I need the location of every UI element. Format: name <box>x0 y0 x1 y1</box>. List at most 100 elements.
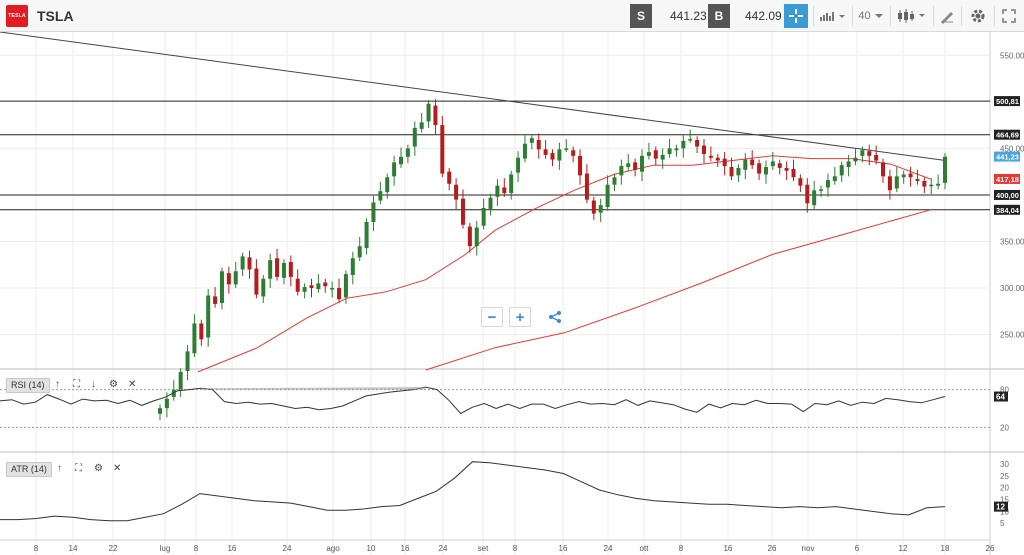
candle-body <box>736 167 741 176</box>
zoom-out-button[interactable]: − <box>481 307 503 327</box>
candle-body <box>640 155 645 172</box>
candle-body <box>529 138 534 143</box>
toolbar-separator <box>890 6 891 26</box>
candle-body <box>364 221 369 249</box>
interval-dropdown[interactable]: 40 <box>856 4 886 28</box>
candle-body <box>874 154 879 161</box>
time-axis-tick: 16 <box>559 544 568 553</box>
moving-average-fast <box>197 155 931 373</box>
toolbar-separator <box>852 6 853 26</box>
time-axis-tick: nov <box>802 544 815 553</box>
candle-body <box>619 166 624 176</box>
time-axis-tick: 24 <box>439 544 448 553</box>
time-axis-tick: lug <box>160 544 171 553</box>
candle-body <box>240 256 245 270</box>
price-axis-tick: 450.00 <box>1000 144 1024 153</box>
rsi-axis-tick: 80 <box>1000 386 1009 395</box>
candle-body <box>454 184 459 200</box>
candle-body <box>763 167 768 175</box>
rsi-panel: 80 20 64 <box>0 386 1009 432</box>
time-axis-tick: 8 <box>513 544 518 553</box>
time-axis-tick: 8 <box>194 544 199 553</box>
gear-icon[interactable]: ⚙ <box>94 463 103 474</box>
candle-body <box>213 296 218 304</box>
move-up-icon[interactable]: ↑ <box>57 463 62 474</box>
candle-body <box>543 149 548 155</box>
toolbar-separator <box>961 6 962 26</box>
resistance-trendline <box>0 32 946 161</box>
rsi-axis-tick: 20 <box>1000 423 1009 432</box>
candle-body <box>929 184 934 187</box>
candle-body <box>612 177 617 185</box>
candle-body <box>281 262 286 278</box>
price-label-bg <box>994 173 1020 184</box>
time-axis-tick: 6 <box>855 544 860 553</box>
candle-body <box>598 205 603 213</box>
candle-body <box>447 171 452 184</box>
candle-body <box>798 178 803 186</box>
candle-body <box>887 176 892 191</box>
close-icon[interactable]: ✕ <box>128 379 137 390</box>
rsi-value-bg <box>994 391 1008 402</box>
draw-tool-button[interactable] <box>937 4 957 28</box>
chart-type-button[interactable] <box>818 4 848 28</box>
rsi-line <box>0 386 946 415</box>
close-icon[interactable]: ✕ <box>113 463 122 474</box>
candle-body <box>667 148 672 154</box>
rsi-last-value: 64 <box>996 393 1005 402</box>
candle-body <box>226 273 231 285</box>
expand-icon[interactable]: ⛶ <box>73 379 80 390</box>
rsi-overbought-fill <box>200 387 426 390</box>
candle-body <box>881 162 886 177</box>
candle-body <box>943 156 947 183</box>
price-axis: 550.00 450.00 350.00 300.00 250.00 500,81 464,… <box>994 51 1024 340</box>
line-chart-type-icon <box>820 12 845 21</box>
candle-body <box>268 260 273 279</box>
time-axis-tick: ago <box>326 544 340 553</box>
candle-body <box>701 145 706 154</box>
move-up-icon[interactable]: ↑ <box>55 379 60 390</box>
candle-body <box>516 157 521 173</box>
candle-body <box>812 190 817 206</box>
time-axis-tick: 10 <box>367 544 376 553</box>
candle-body <box>261 278 266 297</box>
time-axis-tick: set <box>478 544 489 553</box>
expand-icon[interactable]: ⛶ <box>75 463 82 474</box>
candle-body <box>853 157 858 162</box>
move-down-icon[interactable]: ↓ <box>91 379 96 390</box>
candle-body <box>350 258 355 276</box>
price-label: 464,69 <box>996 131 1019 140</box>
candle-body <box>578 155 583 176</box>
candle-body <box>440 125 445 174</box>
candle-body <box>247 257 252 270</box>
candle-body <box>426 103 431 122</box>
candle-body <box>378 191 383 201</box>
candle-body <box>343 274 348 298</box>
crosshair-button[interactable] <box>784 4 808 28</box>
candle-body <box>708 155 713 158</box>
settings-button[interactable] <box>966 4 990 28</box>
sell-button[interactable]: S <box>630 4 652 28</box>
candle-type-button[interactable] <box>895 4 929 28</box>
fullscreen-button[interactable] <box>998 4 1020 28</box>
candle-body <box>536 140 541 150</box>
candle-body <box>846 161 851 168</box>
atr-axis-tick: 5 <box>1000 519 1005 528</box>
settings-icon <box>971 9 985 23</box>
buy-button[interactable]: B <box>708 4 730 28</box>
gear-icon[interactable]: ⚙ <box>109 379 118 390</box>
atr-axis-tick: 30 <box>1000 460 1009 469</box>
chart-area[interactable]: 550.00 450.00 350.00 300.00 250.00 500,81 464,… <box>0 32 1024 555</box>
price-label: 384,04 <box>996 206 1020 215</box>
candle-body <box>206 295 211 338</box>
zoom-in-button[interactable]: + <box>509 307 531 327</box>
time-axis-tick: 16 <box>724 544 733 553</box>
candle-body <box>164 398 169 409</box>
price-axis-tick: 350.00 <box>1000 238 1024 247</box>
interval-label: 40 <box>858 10 871 22</box>
logo-text: TESLA <box>8 13 26 19</box>
candle-body <box>509 174 514 194</box>
share-icon <box>549 311 561 323</box>
share-button[interactable] <box>544 307 566 327</box>
candle-body <box>805 184 810 204</box>
